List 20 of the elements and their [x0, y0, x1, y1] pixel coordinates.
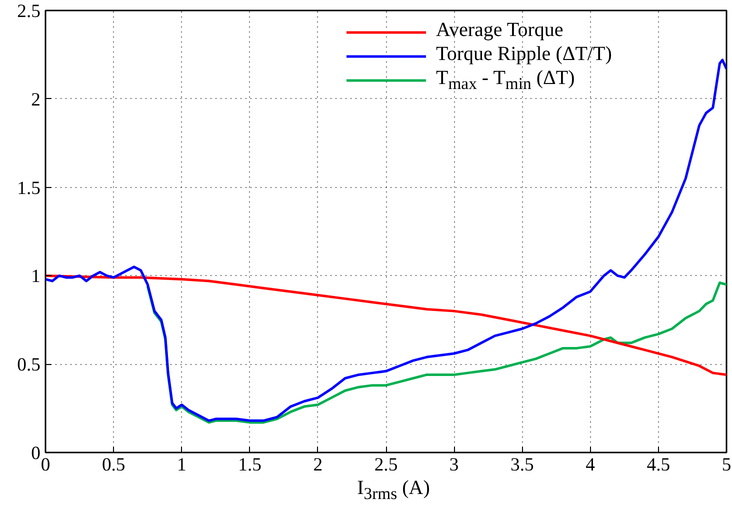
x-tick-label: 2.5 [374, 454, 398, 476]
x-tick-label: 2 [313, 454, 323, 476]
x-tick-label: 3.5 [510, 454, 534, 476]
x-tick-label: 4.5 [646, 454, 670, 476]
y-tick-label: 2.5 [17, 1, 41, 22]
y-tick-label: 1.5 [17, 178, 41, 199]
x-tick-label: 3 [449, 454, 459, 476]
legend-label: Torque Ripple (ΔT/T) [436, 42, 612, 66]
y-tick-label: 0.5 [17, 354, 41, 376]
x-axis-title: I$_{3rms}$ (A) [357, 477, 430, 504]
line-series [46, 274, 726, 376]
x-tick-label: 5 [722, 454, 732, 476]
x-tick-label: 0.5 [102, 454, 126, 476]
y-tick-label: 2 [31, 89, 40, 110]
legend-label: T$_{max}$ - T$_{min}$ (ΔT) [436, 66, 576, 93]
x-tick-label: 1 [177, 454, 186, 476]
x-tick-label: 4 [586, 454, 596, 476]
x-tick-label: 1.5 [238, 454, 262, 476]
y-tick-label: 1 [31, 266, 40, 288]
legend-label: Average Torque [436, 18, 564, 42]
